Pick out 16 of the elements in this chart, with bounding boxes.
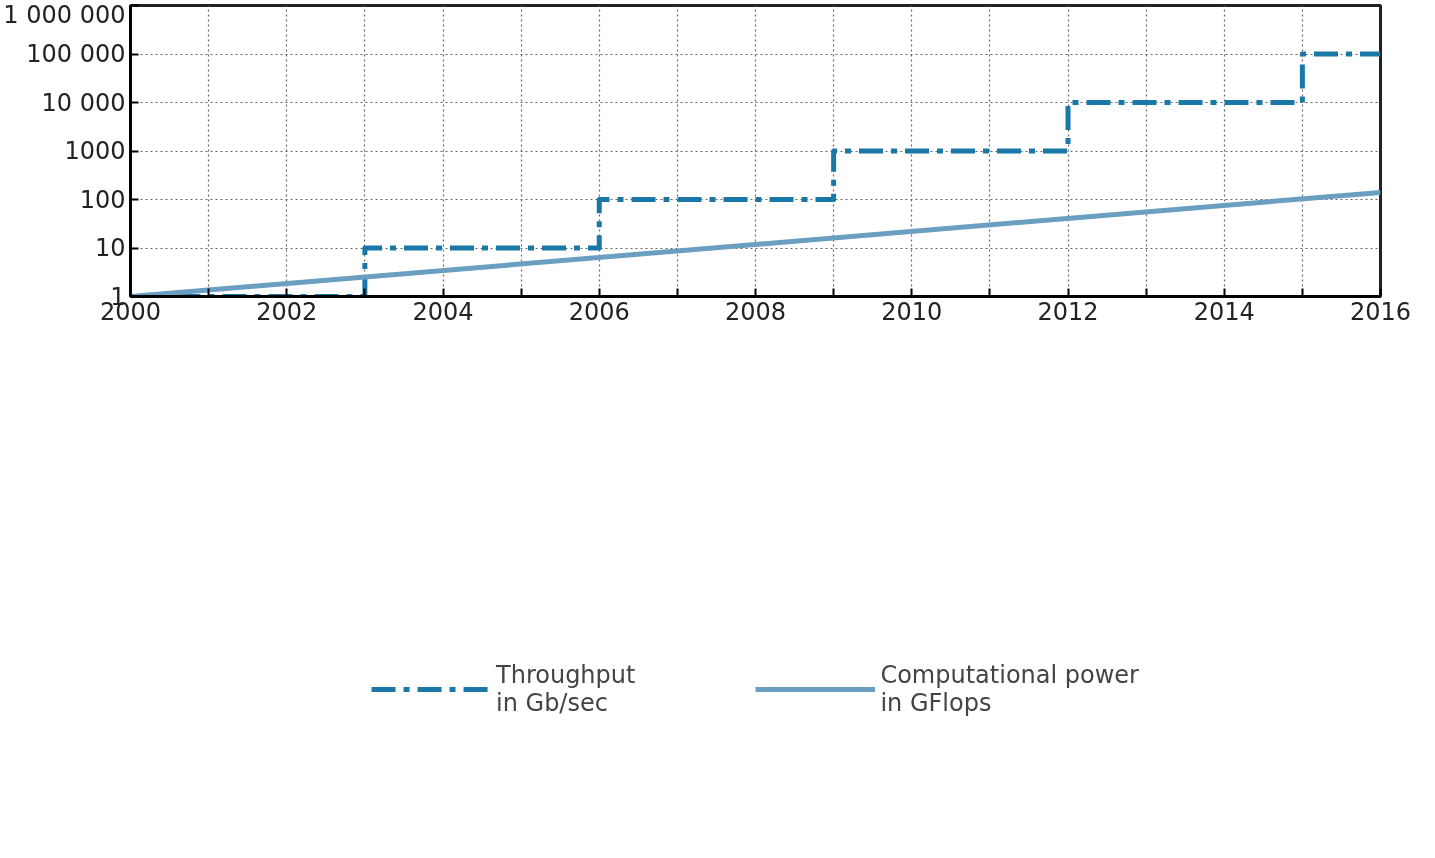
y-tick-label: 10 000 [41, 88, 126, 117]
y-tick-label: 100 000 [26, 40, 126, 68]
x-tick-label: 2010 [881, 297, 943, 326]
x-tick-label: 2012 [1037, 297, 1099, 326]
x-tick-label: 2008 [724, 297, 787, 326]
legend-label: Throughput in Gb/sec [496, 661, 636, 717]
x-tick-label: 2002 [256, 297, 318, 326]
x-tick-label: 2006 [568, 297, 630, 326]
y-tick-label: 1 000 000 [3, 0, 126, 29]
x-tick-label: 2014 [1193, 297, 1255, 326]
y-tick-label: 100 [79, 185, 126, 214]
y-tick-label: 1000 [64, 137, 126, 165]
x-tick-label: 2016 [1349, 297, 1412, 326]
legend-label: Computational power in GFlops [880, 661, 1139, 717]
y-tick-label: 10 [94, 234, 126, 262]
x-tick-label: 2004 [412, 297, 474, 326]
